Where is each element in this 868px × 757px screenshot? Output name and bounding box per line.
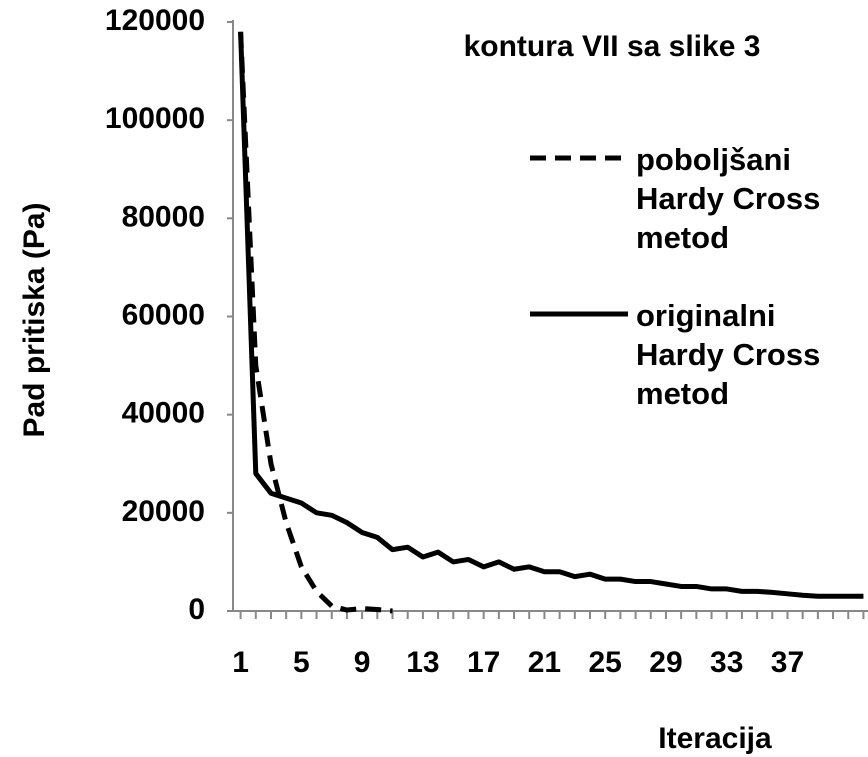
series-line: [238, 31, 864, 599]
chart-title: kontura VII sa slike 3: [464, 30, 761, 63]
x-tick-label: 5: [293, 646, 310, 679]
y-tick-label: 120000: [105, 4, 205, 37]
x-tick-label: 17: [467, 646, 500, 679]
x-tick-label: 37: [771, 646, 804, 679]
x-tick-label: 13: [406, 646, 439, 679]
x-tick-label: 9: [354, 646, 371, 679]
legend-label: originalni Hardy Cross metod: [636, 298, 821, 411]
x-tick-label: 21: [528, 646, 561, 679]
y-tick-label: 0: [188, 593, 205, 626]
y-tick-label: 100000: [105, 102, 205, 135]
y-axis-label: Pad pritiska (Pa): [18, 202, 51, 437]
y-tick-label: 80000: [122, 200, 205, 233]
x-tick-label: 25: [589, 646, 622, 679]
series-line: [238, 31, 393, 614]
y-tick-label: 60000: [122, 298, 205, 331]
y-tick-label: 40000: [122, 397, 205, 430]
x-tick-label: 1: [232, 646, 249, 679]
legend-label: poboljšani Hardy Cross metod: [636, 142, 821, 255]
x-tick-label: 29: [649, 646, 682, 679]
y-tick-label: 20000: [122, 495, 205, 528]
x-tick-label: 33: [710, 646, 743, 679]
x-axis-label: Iteracija: [658, 722, 772, 755]
